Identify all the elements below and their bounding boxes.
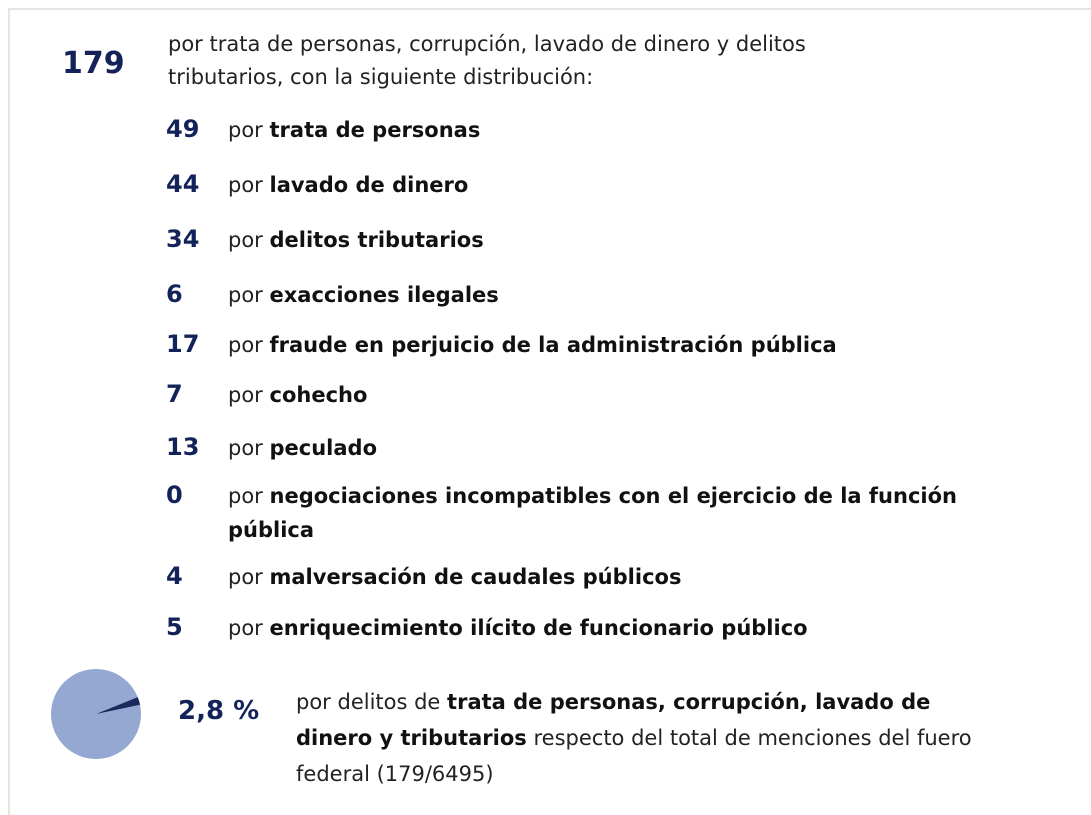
item-text: por peculado <box>228 431 958 465</box>
item-prefix: por <box>228 118 263 142</box>
item-prefix: por <box>228 383 263 407</box>
item-prefix: por <box>228 436 263 460</box>
item-number: 13 <box>166 433 200 461</box>
item-label: delitos tributarios <box>269 228 484 252</box>
summary-bold: trata de personas, corrupción, lavado de… <box>296 690 931 750</box>
summary-after: respecto del total de menciones del fuer… <box>296 726 972 786</box>
item-label: negociaciones incompatibles con el ejerc… <box>228 484 957 542</box>
item-text: por delitos tributarios <box>228 223 958 257</box>
item-number: 49 <box>166 115 200 143</box>
item-text: por malversación de caudales públicos <box>228 560 958 594</box>
item-label: cohecho <box>269 383 368 407</box>
item-prefix: por <box>228 484 263 508</box>
item-label: trata de personas <box>269 118 481 142</box>
item-text: por exacciones ilegales <box>228 278 958 312</box>
item-number: 7 <box>166 380 183 408</box>
item-label: exacciones ilegales <box>269 283 499 307</box>
item-text: por enriquecimiento ilícito de funcionar… <box>228 611 958 645</box>
item-label: fraude en perjuicio de la administración… <box>269 333 837 357</box>
item-number: 0 <box>166 481 183 509</box>
item-label: enriquecimiento ilícito de funcionario p… <box>269 616 808 640</box>
item-prefix: por <box>228 616 263 640</box>
item-prefix: por <box>228 333 263 357</box>
item-prefix: por <box>228 283 263 307</box>
item-label: peculado <box>269 436 378 460</box>
item-label: lavado de dinero <box>269 173 469 197</box>
percentage: 2,8 % <box>178 696 260 726</box>
pie-slice <box>96 697 141 714</box>
item-number: 5 <box>166 613 183 641</box>
item-text: por negociaciones incompatibles con el e… <box>228 479 958 547</box>
item-number: 34 <box>166 225 200 253</box>
total: 179 <box>62 46 125 81</box>
item-text: por cohecho <box>228 378 958 412</box>
item-prefix: por <box>228 228 263 252</box>
item-text: por lavado de dinero <box>228 168 958 202</box>
item-number: 4 <box>166 562 183 590</box>
item-text: por trata de personas <box>228 113 958 147</box>
item-text: por fraude en perjuicio de la administra… <box>228 328 958 362</box>
summary-before: por delitos de <box>296 690 441 714</box>
item-number: 6 <box>166 280 183 308</box>
item-prefix: por <box>228 173 263 197</box>
summary-text: por delitos de trata de personas, corrup… <box>296 684 976 792</box>
header-text: por trata de personas, corrupción, lavad… <box>168 32 806 89</box>
item-prefix: por <box>228 565 263 589</box>
item-number: 44 <box>166 170 200 198</box>
item-label: malversación de caudales públicos <box>269 565 682 589</box>
frame <box>8 8 1091 815</box>
item-number: 17 <box>166 330 200 358</box>
